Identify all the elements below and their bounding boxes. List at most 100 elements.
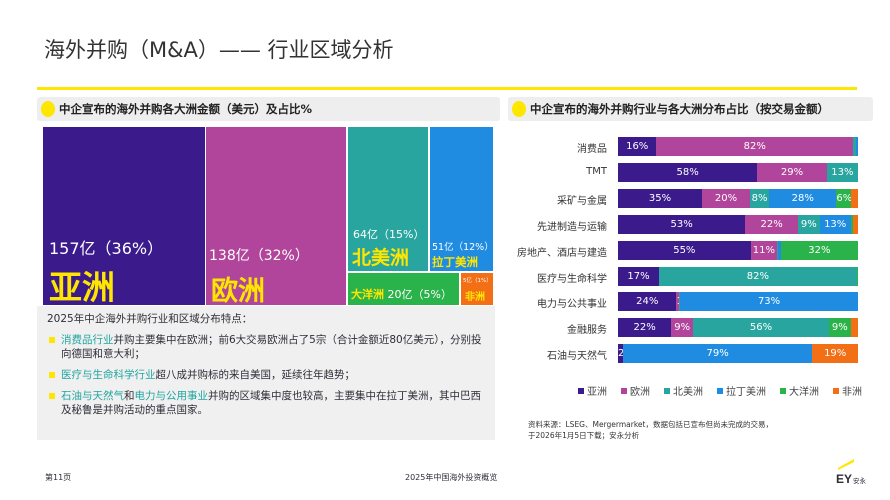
footer-title: 2025年中国海外投资概览 bbox=[405, 473, 498, 482]
note-bullet: 消费品行业并购主要集中在欧洲；前6大交易欧洲占了5宗（合计金额近80亿美元），分… bbox=[47, 333, 485, 361]
note-text: 超八成并购标的来自美国，延续往年趋势； bbox=[155, 369, 356, 381]
category-label: TMT bbox=[586, 165, 607, 177]
legend-swatch bbox=[664, 388, 670, 394]
svg-text:EY: EY bbox=[836, 472, 852, 485]
latam-label: 拉丁美洲 bbox=[432, 255, 478, 269]
right-heading-text: 中企宣布的海外并购行业与各大洲分布占比（按交易金额） bbox=[530, 102, 829, 116]
bar-segment: 11% bbox=[750, 240, 778, 260]
notes-box: 2025年中企海外并购行业和区域分布特点： 消费品行业并购主要集中在欧洲；前6大… bbox=[37, 306, 495, 440]
bar-segment: 8% bbox=[750, 188, 770, 208]
bar-segment: 32% bbox=[780, 240, 858, 260]
asia-label: 亚洲 bbox=[49, 268, 115, 305]
bar-segment: 73% bbox=[680, 292, 858, 312]
chart-legend: 亚洲 欧洲 北美洲 拉丁美洲 大洋洲 非洲 bbox=[578, 383, 862, 398]
bar-segment: 24% bbox=[618, 292, 677, 312]
treemap-north-america: 64亿（15%） 北美洲 bbox=[348, 127, 428, 271]
legend-swatch bbox=[621, 388, 627, 394]
bar-segment: 16% bbox=[618, 137, 657, 156]
source-note: 资料来源：LSEG、Mergermarket，数据包括已宣布但尚未完成的交易， … bbox=[528, 419, 773, 441]
oceania-label: 大洋洲 bbox=[351, 288, 384, 301]
note-highlight: 医疗与生命科学行业 bbox=[61, 369, 156, 381]
note-bullet: 石油与天然气和电力与公用事业并购的区域集中度也较高，主要集中在拉丁美洲，其中巴西… bbox=[47, 389, 485, 417]
left-panel-heading: 中企宣布的海外并购各大洲金额（美元）及占比% bbox=[37, 97, 500, 121]
bar-segment: 82% bbox=[659, 266, 857, 286]
treemap-europe: 138亿（32%） 欧洲 bbox=[206, 127, 346, 305]
note-text: 并购主要集中在欧洲；前6大交易欧洲占了5宗（合计金额近80亿美元），分别投向德国… bbox=[61, 334, 482, 360]
notes-heading: 2025年中企海外并购行业和区域分布特点： bbox=[47, 313, 253, 325]
svg-text:安永: 安永 bbox=[853, 476, 867, 485]
bar-segment bbox=[853, 137, 856, 156]
note-highlight: 电力与公用事业 bbox=[134, 390, 209, 402]
legend-swatch bbox=[780, 388, 786, 394]
oceania-amount: 20亿（5%） bbox=[387, 288, 452, 301]
bar-segment: 55% bbox=[618, 240, 751, 260]
bar-segment: 53% bbox=[618, 214, 746, 234]
bar-segment: 6% bbox=[836, 188, 852, 208]
ey-logo: EY 安永 bbox=[830, 455, 870, 486]
na-label: 北美洲 bbox=[352, 247, 410, 269]
bar-segment: 19% bbox=[812, 344, 858, 364]
bar-segment bbox=[853, 214, 858, 234]
bar-segment: 29% bbox=[757, 162, 827, 182]
category-label: 医疗与生命科学 bbox=[537, 273, 607, 285]
category-label: 石油与天然气 bbox=[547, 351, 607, 363]
bar-segment: 9% bbox=[671, 318, 694, 338]
bar-segment: 9% bbox=[828, 318, 851, 338]
legend-item: 拉丁美洲 bbox=[717, 383, 766, 398]
category-label: 消费品 bbox=[577, 144, 607, 155]
legend-item: 大洋洲 bbox=[780, 383, 819, 398]
left-heading-text: 中企宣布的海外并购各大洲金额（美元）及占比% bbox=[59, 102, 313, 116]
treemap-africa: 5亿（1%） 非洲 bbox=[461, 273, 493, 305]
treemap-oceania: 大洋洲 20亿（5%） bbox=[348, 273, 459, 305]
legend-item: 欧洲 bbox=[621, 383, 650, 398]
bar-segment: 28% bbox=[769, 188, 837, 208]
category-label: 房地产、酒店与建造 bbox=[517, 247, 607, 259]
page-number: 第11页 bbox=[45, 473, 72, 482]
legend-swatch bbox=[833, 388, 839, 394]
category-label: 金融服务 bbox=[567, 325, 607, 337]
source-line-2: 于2026年1月5日下载；安永分析 bbox=[528, 431, 640, 440]
source-line-1: 资料来源：LSEG、Mergermarket，数据包括已宣布但尚未完成的交易， bbox=[528, 420, 773, 429]
bar-segment: 13% bbox=[819, 214, 851, 234]
yellow-dot-icon bbox=[512, 101, 526, 117]
bar-segment: 35% bbox=[618, 188, 702, 208]
yellow-divider bbox=[37, 87, 857, 90]
bar-segment bbox=[778, 240, 781, 260]
bar-segment bbox=[850, 318, 858, 338]
europe-amount: 138亿（32%） bbox=[209, 248, 309, 264]
note-bullet: 医疗与生命科学行业超八成并购标的来自美国，延续往年趋势； bbox=[47, 368, 485, 382]
bar-segment bbox=[855, 137, 858, 156]
treemap-asia: 157亿（36%） 亚洲 bbox=[43, 127, 205, 305]
bar-segment: 22% bbox=[745, 214, 798, 234]
bar-segment: 20% bbox=[702, 188, 750, 208]
africa-amount: 5亿（1%） bbox=[463, 278, 492, 284]
note-highlight: 消费品行业 bbox=[61, 334, 114, 346]
bar-segment bbox=[850, 214, 854, 234]
bar-segment: 82% bbox=[656, 137, 854, 156]
latam-amount: 51亿（12%） bbox=[432, 242, 493, 253]
legend-item: 亚洲 bbox=[578, 383, 607, 398]
bar-segment bbox=[850, 188, 858, 208]
treemap-latin-america: 51亿（12%） 拉丁美洲 bbox=[430, 127, 493, 271]
legend-item: 北美洲 bbox=[664, 383, 703, 398]
note-text: 并购的区域集中度也较高，主要集中在拉丁美洲，其中巴西及秘鲁是并购活动的重点国家。 bbox=[61, 390, 481, 416]
bar-segment bbox=[678, 292, 681, 312]
legend-swatch bbox=[578, 388, 584, 394]
note-highlight: 石油与天然气 bbox=[61, 390, 124, 402]
bar-segment bbox=[777, 240, 779, 260]
bar-segment: 79% bbox=[622, 344, 813, 364]
bar-segment: 56% bbox=[693, 318, 829, 338]
bar-segment: 9% bbox=[798, 214, 820, 234]
category-label: 电力与公共事业 bbox=[537, 299, 607, 311]
na-amount: 64亿（15%） bbox=[353, 228, 425, 241]
europe-label: 欧洲 bbox=[211, 276, 265, 305]
asia-amount: 157亿（36%） bbox=[49, 239, 164, 258]
note-text: 和 bbox=[124, 390, 135, 402]
page-title: 海外并购（M&A）—— 行业区域分析 bbox=[44, 38, 394, 62]
bar-segment bbox=[856, 266, 858, 286]
category-label: 采矿与金属 bbox=[557, 195, 607, 207]
right-panel-heading: 中企宣布的海外并购行业与各大洲分布占比（按交易金额） bbox=[508, 97, 873, 121]
legend-item: 非洲 bbox=[833, 383, 862, 398]
bar-segment: 13% bbox=[826, 162, 858, 182]
bar-segment: 58% bbox=[618, 162, 758, 182]
